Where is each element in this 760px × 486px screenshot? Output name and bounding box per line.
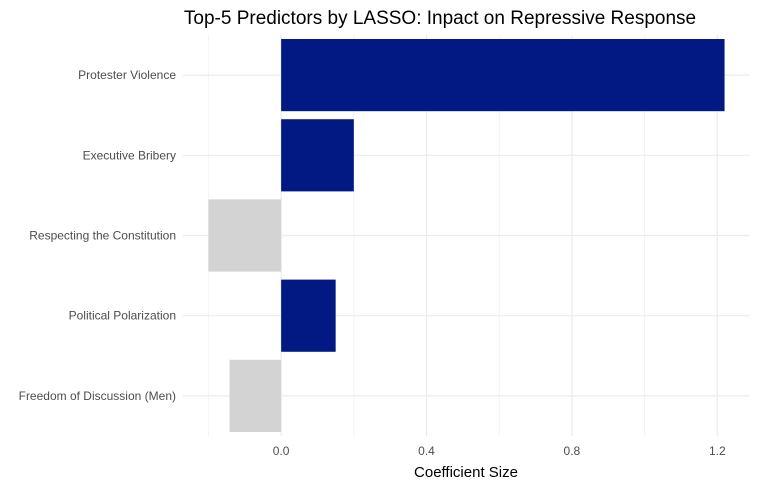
x-tick-label: 1.2	[709, 444, 726, 458]
category-label: Political Polarization	[69, 309, 176, 323]
x-tick-label: 0.4	[418, 444, 435, 458]
category-label: Executive Bribery	[83, 148, 176, 162]
category-label: Respecting the Constitution	[29, 229, 176, 243]
bar	[281, 279, 336, 352]
x-tick-label: 0.8	[564, 444, 581, 458]
x-tick-label: 0.0	[273, 444, 290, 458]
category-label: Protester Violence	[78, 68, 176, 82]
bar	[229, 359, 282, 432]
bar	[281, 39, 725, 112]
chart-title: Top-5 Predictors by LASSO: Inpact on Rep…	[184, 8, 696, 29]
category-labels: Protester Violence Executive Bribery Respe…	[19, 68, 177, 403]
x-axis-title: Coefficient Size	[414, 464, 518, 481]
bar	[208, 199, 282, 272]
x-tick-labels: 0.0 0.4 0.8 1.2	[273, 444, 726, 458]
bars	[208, 39, 725, 432]
bar	[281, 119, 354, 192]
category-label: Freedom of Discussion (Men)	[19, 389, 176, 403]
